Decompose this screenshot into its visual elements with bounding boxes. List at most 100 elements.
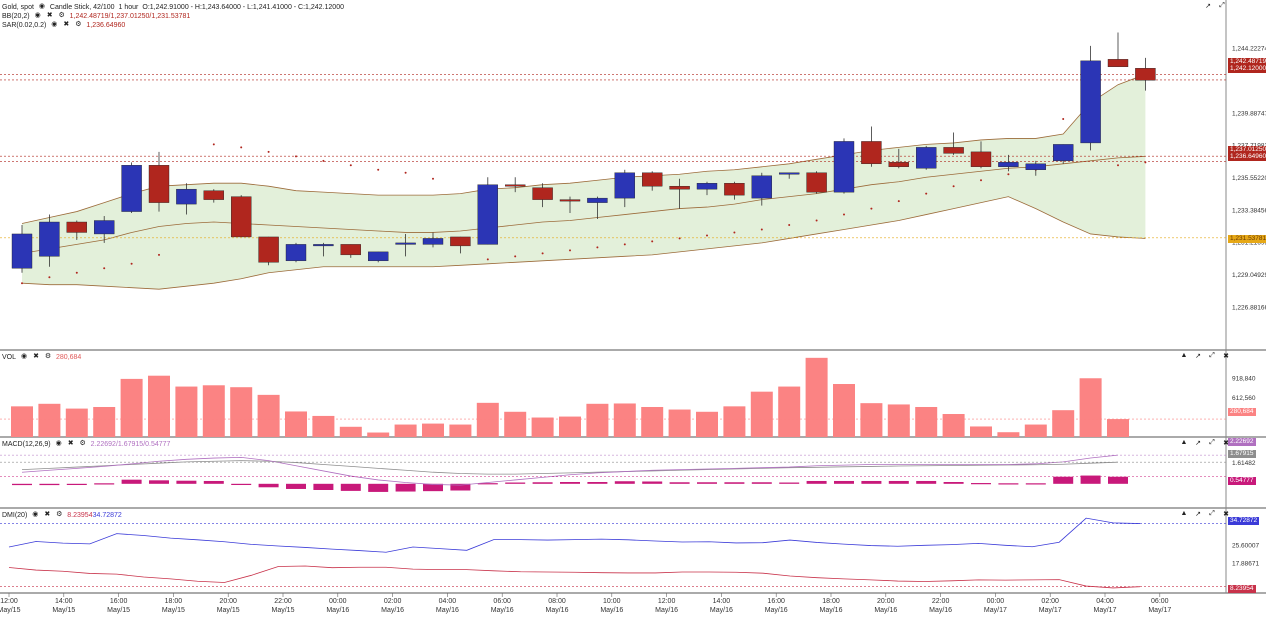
eye-icon[interactable]: ◉: [32, 511, 39, 518]
maximize-icon[interactable]: ⤢: [1209, 439, 1215, 446]
x-tick-date: May/15: [217, 607, 240, 614]
close-icon[interactable]: ✖: [67, 440, 74, 447]
volume-bar: [915, 406, 938, 437]
volume-bar: [422, 423, 444, 437]
close-icon[interactable]: ✖: [63, 21, 70, 28]
x-tick-time: 18:00: [165, 598, 183, 605]
sar-dot: [1062, 118, 1065, 121]
macd-histogram-bar: [861, 480, 882, 484]
vol-pane-controls: ▲ ↗ ⤢ ✖: [1180, 352, 1230, 360]
macd-histogram-bar: [39, 483, 60, 486]
candle-body: [1052, 144, 1074, 162]
y-tick-label: 1,244.22274: [1232, 46, 1266, 53]
sar-dot: [1144, 161, 1147, 164]
volume-bar: [93, 406, 116, 437]
expand-icon[interactable]: ↗: [1195, 511, 1201, 518]
y-tick-label: 25.60007: [1232, 542, 1259, 549]
macd-histogram-bar: [368, 483, 389, 492]
expand-icon[interactable]: ↗: [1205, 3, 1211, 10]
macd-histogram-bar: [888, 480, 909, 484]
move-up-icon[interactable]: ▲: [1180, 510, 1188, 517]
macd-histogram-bar: [806, 480, 827, 484]
x-tick-time: 00:00: [987, 598, 1005, 605]
candle-body: [66, 221, 88, 233]
expand-icon[interactable]: ↗: [1195, 440, 1201, 447]
candle-body: [888, 162, 909, 167]
macd-histogram-bar: [971, 483, 991, 485]
y-tick-label: 17.88671: [1232, 561, 1259, 568]
fullscreen-icon[interactable]: ⤢: [1219, 2, 1225, 9]
sar-dot: [678, 237, 681, 240]
gear-icon[interactable]: ⚙: [75, 21, 82, 28]
close-icon[interactable]: ✖: [1223, 353, 1229, 360]
maximize-icon[interactable]: ⤢: [1209, 510, 1215, 517]
eye-icon[interactable]: ◉: [55, 440, 62, 447]
gear-icon[interactable]: ⚙: [58, 12, 65, 19]
series-type-label[interactable]: Candle Stick, 42/100: [49, 3, 115, 11]
eye-icon[interactable]: ◉: [51, 21, 58, 28]
x-tick-date: May/16: [436, 607, 459, 614]
sar-dot: [541, 252, 544, 255]
bb-legend: BB(20,2) ◉ ✖ ⚙ 1,242.48719/1,237.01250/1…: [2, 11, 190, 21]
candle-body: [916, 147, 937, 169]
close-icon[interactable]: ✖: [44, 511, 51, 518]
bb-lower-line: [21, 196, 1146, 290]
volume-bar: [696, 411, 718, 437]
volume-bar: [394, 424, 417, 437]
macd-histogram-bar: [450, 483, 471, 491]
bb-values: 1,242.48719/1,237.01250/1,231.53781: [69, 12, 191, 20]
sar-dot: [404, 171, 407, 174]
macd-pane-controls: ▲ ↗ ⤢ ✖: [1180, 439, 1230, 447]
candle-body: [861, 141, 882, 165]
candle-body: [450, 236, 471, 247]
candle-body: [833, 141, 855, 193]
candle-body: [1107, 59, 1129, 68]
maximize-icon[interactable]: ⤢: [1209, 352, 1215, 359]
x-tick-date: May/16: [710, 607, 733, 614]
sar-dot: [486, 258, 489, 261]
sar-dot: [623, 243, 626, 246]
sar-dot: [870, 207, 873, 210]
move-up-icon[interactable]: ▲: [1180, 439, 1188, 446]
gear-icon[interactable]: ⚙: [56, 511, 63, 518]
sar-dot: [75, 271, 78, 274]
gear-icon[interactable]: ⚙: [79, 440, 86, 447]
volume-bar: [312, 415, 335, 437]
eye-icon[interactable]: ◉: [20, 353, 28, 360]
macd-histogram-bar: [1080, 475, 1101, 484]
sar-dot: [651, 240, 654, 243]
volume-bar: [449, 424, 472, 437]
eye-icon[interactable]: ◉: [34, 12, 41, 19]
move-up-icon[interactable]: ▲: [1180, 352, 1188, 359]
x-tick-time: 06:00: [1151, 598, 1169, 605]
main-pane-controls: ↗ ⤢: [1204, 2, 1226, 10]
volume-bar: [1107, 419, 1129, 437]
volume-bar: [339, 426, 362, 437]
close-icon[interactable]: ✖: [1223, 511, 1229, 518]
expand-icon[interactable]: ↗: [1195, 353, 1201, 360]
candle-body: [39, 221, 60, 257]
x-tick-date: May/15: [0, 607, 21, 614]
eye-icon[interactable]: ◉: [38, 3, 45, 10]
x-tick-time: 02:00: [1041, 598, 1059, 605]
y-tick-label: 1.61482: [1232, 460, 1256, 467]
x-tick-time: 20:00: [877, 598, 895, 605]
dmi-minus-tag: 8.23954: [1228, 585, 1256, 593]
candle-body: [642, 172, 663, 187]
candle-body: [779, 172, 800, 175]
x-tick-date: May/16: [381, 607, 404, 614]
candle-body: [422, 238, 444, 245]
gear-icon[interactable]: ⚙: [44, 353, 52, 360]
macd-histogram-bar: [998, 483, 1019, 485]
x-tick-time: 14:00: [55, 598, 73, 605]
close-icon[interactable]: ✖: [33, 353, 39, 360]
macd-histogram-bar: [779, 482, 800, 484]
volume-bar: [860, 403, 883, 437]
close-icon[interactable]: ✖: [1223, 440, 1229, 447]
sar-dot: [760, 228, 763, 231]
y-tick-label: 1,233.38456: [1232, 207, 1266, 214]
x-tick-date: May/16: [655, 607, 678, 614]
x-tick-date: May/16: [546, 607, 569, 614]
close-icon[interactable]: ✖: [46, 12, 53, 19]
